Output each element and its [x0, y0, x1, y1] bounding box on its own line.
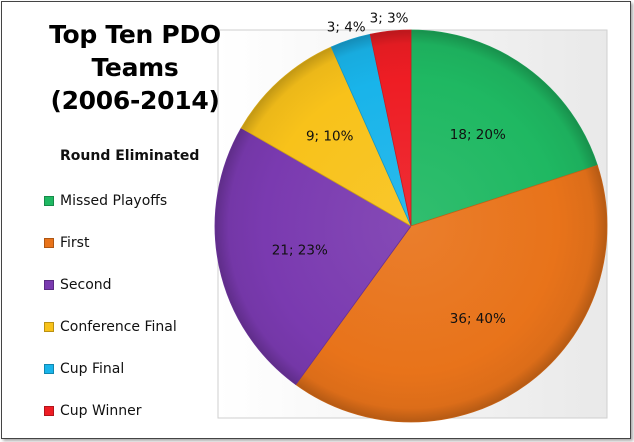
chart-title-line-2: (2006-2014) [50, 86, 220, 115]
pie-slice-missed-playoffs [410, 29, 598, 227]
legend-item-conference-final: Conference Final [44, 306, 214, 348]
legend-swatch-missed-playoffs [44, 196, 54, 206]
legend-item-cup-winner: Cup Winner [44, 390, 214, 432]
data-label-cup-final: 3; 4% [327, 20, 366, 36]
legend-item-second: Second [44, 264, 214, 306]
legend: Round Eliminated Missed Playoffs First S… [44, 148, 214, 432]
data-label-first: 36; 40% [450, 311, 506, 327]
pie-slice-conference-final [240, 46, 412, 227]
pie-slices [214, 29, 608, 423]
legend-label-cup-final: Cup Final [60, 361, 125, 377]
pie-data-labels: 18; 20% 36; 40% 21; 23% 9; 10% 3; 4%3; 3% [272, 10, 506, 327]
legend-swatch-cup-final [44, 364, 54, 374]
legend-swatch-conference-final [44, 322, 54, 332]
legend-swatch-cup-winner [44, 406, 54, 416]
legend-label-conference-final: Conference Final [60, 319, 177, 335]
legend-swatch-second [44, 280, 54, 290]
legend-label-second: Second [60, 277, 112, 293]
legend-item-first: First [44, 222, 214, 264]
data-label-second: 21; 23% [272, 243, 328, 259]
legend-title: Round Eliminated [60, 148, 200, 164]
pie-slice-first [295, 164, 608, 423]
chart-title-line-1: Top Ten PDO Teams [49, 20, 221, 82]
legend-item-cup-final: Cup Final [44, 348, 214, 390]
data-label-conference-final: 9; 10% [306, 129, 354, 145]
data-label-cup-winner: 3; 3% [370, 10, 409, 26]
legend-swatch-first [44, 238, 54, 248]
data-label-missed-playoffs: 18; 20% [450, 127, 506, 143]
legend-label-first: First [60, 235, 90, 251]
pie-slice-second [214, 127, 412, 386]
legend-label-missed-playoffs: Missed Playoffs [60, 193, 168, 209]
legend-label-cup-winner: Cup Winner [60, 403, 142, 419]
pie-slice-cup-winner [369, 29, 412, 227]
legend-item-missed-playoffs: Missed Playoffs [44, 180, 214, 222]
chart-title: Top Ten PDO Teams (2006-2014) [6, 18, 264, 117]
